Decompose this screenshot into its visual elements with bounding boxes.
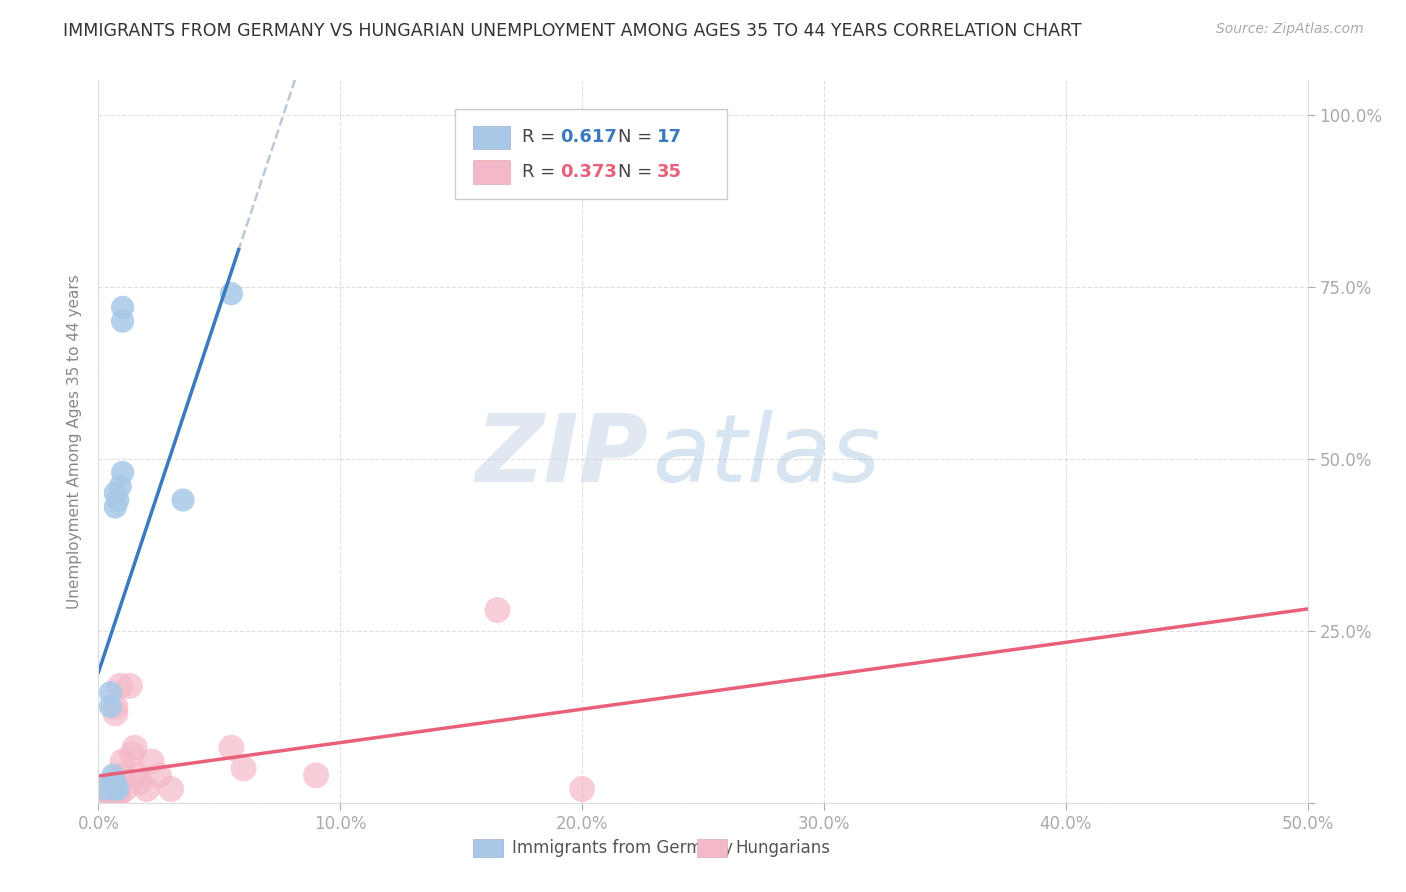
Point <box>104 486 127 500</box>
Point <box>221 740 243 755</box>
Point <box>97 782 120 797</box>
Point <box>101 789 124 803</box>
Point <box>101 785 124 799</box>
Point <box>111 466 134 480</box>
Point <box>104 500 127 514</box>
Point <box>141 755 163 769</box>
Point <box>108 679 131 693</box>
Point <box>94 782 117 797</box>
Y-axis label: Unemployment Among Ages 35 to 44 years: Unemployment Among Ages 35 to 44 years <box>67 274 83 609</box>
Point <box>100 686 122 700</box>
Text: 0.373: 0.373 <box>561 163 617 181</box>
Point <box>107 782 129 797</box>
Text: 17: 17 <box>657 128 682 146</box>
Point <box>107 789 129 803</box>
FancyBboxPatch shape <box>474 161 509 184</box>
Text: Hungarians: Hungarians <box>735 838 831 856</box>
Text: IMMIGRANTS FROM GERMANY VS HUNGARIAN UNEMPLOYMENT AMONG AGES 35 TO 44 YEARS CORR: IMMIGRANTS FROM GERMANY VS HUNGARIAN UNE… <box>63 22 1081 40</box>
Point <box>127 768 149 782</box>
Point <box>108 479 131 493</box>
Point <box>148 768 170 782</box>
Point <box>135 782 157 797</box>
Point <box>104 699 127 714</box>
Point <box>486 603 509 617</box>
Point <box>104 706 127 721</box>
Text: N =: N = <box>619 128 658 146</box>
Text: Immigrants from Germany: Immigrants from Germany <box>512 838 733 856</box>
Point <box>104 775 127 789</box>
Point <box>221 286 243 301</box>
Point <box>101 775 124 789</box>
Text: 35: 35 <box>657 163 682 181</box>
Point <box>107 782 129 797</box>
Point <box>101 782 124 797</box>
Text: 0.617: 0.617 <box>561 128 617 146</box>
Point <box>111 314 134 328</box>
Point <box>111 768 134 782</box>
Point <box>101 768 124 782</box>
Point <box>100 782 122 797</box>
Point <box>94 789 117 803</box>
Point <box>160 782 183 797</box>
Point <box>111 755 134 769</box>
FancyBboxPatch shape <box>474 126 509 149</box>
Text: N =: N = <box>619 163 658 181</box>
Text: ZIP: ZIP <box>475 410 648 502</box>
FancyBboxPatch shape <box>697 838 727 857</box>
Point <box>305 768 328 782</box>
Point <box>107 785 129 799</box>
Point <box>100 699 122 714</box>
Text: atlas: atlas <box>652 410 880 501</box>
Point <box>232 761 254 775</box>
Point <box>100 785 122 799</box>
Text: R =: R = <box>522 128 561 146</box>
Point <box>124 740 146 755</box>
Point <box>172 493 194 508</box>
Point <box>104 782 127 797</box>
Text: Source: ZipAtlas.com: Source: ZipAtlas.com <box>1216 22 1364 37</box>
Point <box>94 782 117 797</box>
Point <box>107 493 129 508</box>
Point <box>97 782 120 797</box>
Point <box>100 789 122 803</box>
FancyBboxPatch shape <box>456 109 727 200</box>
Text: R =: R = <box>522 163 561 181</box>
Point <box>571 782 593 797</box>
Point <box>111 301 134 315</box>
Point <box>118 679 141 693</box>
Point <box>90 789 112 803</box>
Point <box>91 789 114 803</box>
Point <box>114 782 136 797</box>
Point <box>128 775 150 789</box>
FancyBboxPatch shape <box>474 838 503 857</box>
Point <box>121 747 143 762</box>
